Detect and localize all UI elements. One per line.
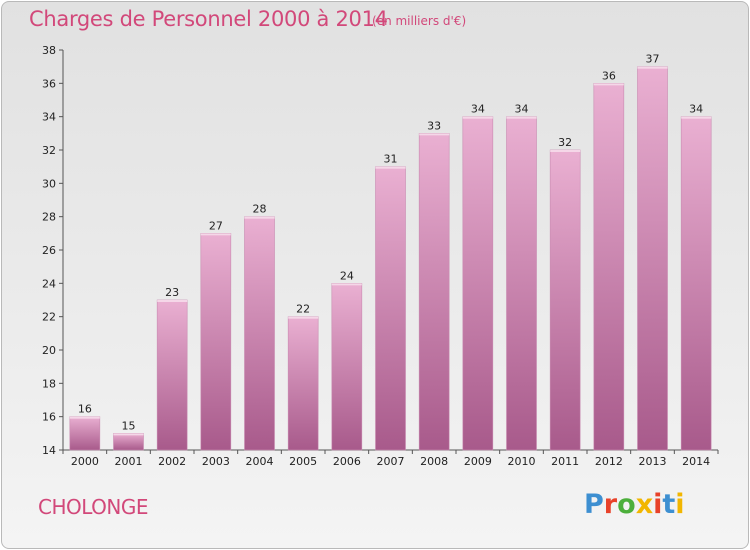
bar-highlight xyxy=(593,83,624,86)
x-tick-label: 2004 xyxy=(246,455,274,468)
bar xyxy=(244,216,275,451)
data-label: 27 xyxy=(209,219,223,232)
bar-highlight xyxy=(462,116,493,119)
bar xyxy=(200,233,232,451)
bar xyxy=(549,149,581,451)
y-tick-label: 14 xyxy=(42,444,56,457)
y-tick-label: 32 xyxy=(42,144,56,157)
x-tick-label: 2013 xyxy=(639,455,667,468)
bar-highlight xyxy=(331,283,362,286)
logo-letter: t xyxy=(662,489,676,520)
y-tick-label: 36 xyxy=(42,77,56,90)
data-label: 37 xyxy=(646,53,660,66)
bar-highlight xyxy=(637,66,668,69)
logo-letter: P xyxy=(584,489,604,520)
bar-highlight xyxy=(157,300,188,302)
data-label: 34 xyxy=(471,103,485,116)
bar-highlight xyxy=(69,416,100,419)
data-label: 15 xyxy=(122,419,136,432)
x-tick-label: 2005 xyxy=(289,455,317,468)
bar xyxy=(418,133,450,451)
chart-subtitle: (en milliers d'€) xyxy=(372,14,467,28)
x-tick-label: 2002 xyxy=(158,455,186,468)
y-tick-label: 16 xyxy=(42,411,56,424)
x-tick-label: 2003 xyxy=(202,455,230,468)
y-tick-label: 22 xyxy=(42,311,56,324)
x-tick-label: 2007 xyxy=(377,455,405,468)
bar xyxy=(462,116,494,451)
data-label: 34 xyxy=(515,103,529,116)
bar xyxy=(506,116,537,451)
bar-highlight xyxy=(681,116,712,119)
data-label: 28 xyxy=(253,203,267,216)
x-tick-label: 2011 xyxy=(551,455,579,468)
x-tick-label: 2010 xyxy=(508,455,536,468)
bar xyxy=(156,299,188,451)
chart-labels: 16 15 23 27 28 22 24 31 33 34 34 32 36 37 34 xyxy=(78,53,703,433)
x-tick-label: 2008 xyxy=(420,455,448,468)
x-tick-label: 2000 xyxy=(71,455,99,468)
logo-letter: r xyxy=(603,489,618,520)
logo-letter: i xyxy=(675,489,685,520)
data-label: 34 xyxy=(689,103,703,116)
logo-letter: x xyxy=(635,489,654,520)
y-tick-label: 18 xyxy=(42,377,56,390)
bar xyxy=(331,283,363,451)
commune-name: CHOLONGE xyxy=(38,495,149,519)
bar xyxy=(375,166,406,451)
x-tick-label: 2012 xyxy=(595,455,623,468)
bar xyxy=(69,416,101,451)
y-tick-label: 38 xyxy=(42,44,56,57)
bar-highlight xyxy=(375,166,406,169)
bar-highlight xyxy=(113,433,144,436)
data-label: 23 xyxy=(165,286,179,299)
bar xyxy=(637,66,668,451)
bar-highlight xyxy=(244,216,275,219)
bar xyxy=(593,83,625,451)
proxiti-logo[interactable]: Proxiti xyxy=(584,489,685,520)
chart-bars xyxy=(69,66,712,451)
bar-highlight xyxy=(419,133,450,136)
data-label: 36 xyxy=(602,69,616,82)
data-label: 24 xyxy=(340,269,354,282)
chart-title: Charges de Personnel 2000 à 2014 xyxy=(29,7,388,31)
y-tick-label: 24 xyxy=(42,277,56,290)
bar-highlight xyxy=(200,233,231,236)
logo-letter: o xyxy=(617,489,636,520)
bar-highlight xyxy=(506,116,537,119)
y-tick-label: 26 xyxy=(42,244,56,257)
bar xyxy=(680,116,712,451)
data-label: 31 xyxy=(384,153,398,166)
bar xyxy=(287,316,319,451)
x-tick-label: 2009 xyxy=(464,455,492,468)
bar-highlight xyxy=(550,150,581,152)
y-tick-label: 20 xyxy=(42,344,56,357)
x-tick-label: 2014 xyxy=(682,455,710,468)
data-label: 32 xyxy=(558,136,572,149)
logo-letter: i xyxy=(653,489,663,520)
x-tick-label: 2006 xyxy=(333,455,361,468)
y-tick-label: 28 xyxy=(42,211,56,224)
y-tick-label: 30 xyxy=(42,177,56,190)
data-label: 22 xyxy=(296,303,310,316)
data-label: 16 xyxy=(78,403,92,416)
bar xyxy=(113,433,144,451)
x-tick-label: 2001 xyxy=(115,455,143,468)
bar-highlight xyxy=(288,316,319,319)
y-tick-label: 34 xyxy=(42,111,56,124)
data-label: 33 xyxy=(427,119,441,132)
